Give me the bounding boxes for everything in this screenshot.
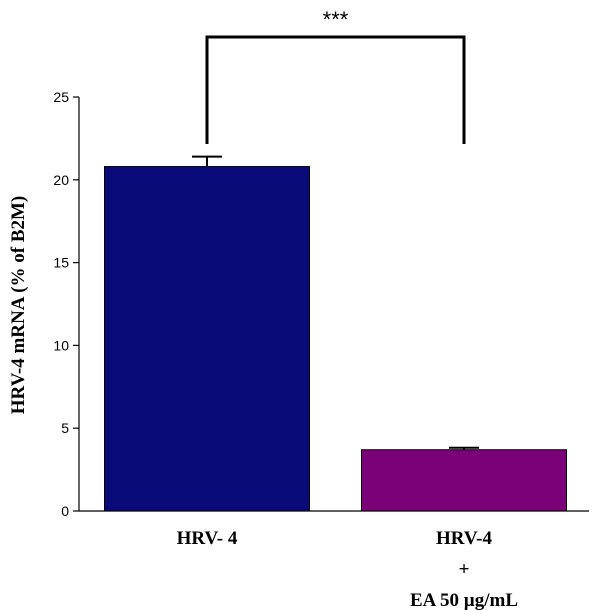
significance-label: *** bbox=[323, 7, 349, 32]
y-axis-label: HRV-4 mRNA (% of B2M) bbox=[8, 196, 29, 415]
bar-2 bbox=[361, 449, 567, 512]
y-tick-label: 20 bbox=[53, 172, 69, 188]
error-bars bbox=[192, 155, 479, 450]
bar-1 bbox=[104, 166, 310, 512]
y-tick-label: 10 bbox=[53, 337, 69, 353]
y-tick-label: 5 bbox=[61, 420, 69, 436]
x-category-label: EA 50 µg/mL bbox=[410, 590, 518, 611]
y-tick-label: 25 bbox=[53, 89, 69, 105]
bars bbox=[104, 166, 567, 512]
y-tick-label: 0 bbox=[61, 503, 69, 519]
y-tick-label: 15 bbox=[53, 255, 69, 271]
x-category-label: + bbox=[459, 559, 470, 580]
x-category-label: HRV- 4 bbox=[177, 528, 238, 549]
x-category-label: HRV-4 bbox=[436, 528, 492, 549]
significance-bracket: *** bbox=[205, 7, 466, 144]
